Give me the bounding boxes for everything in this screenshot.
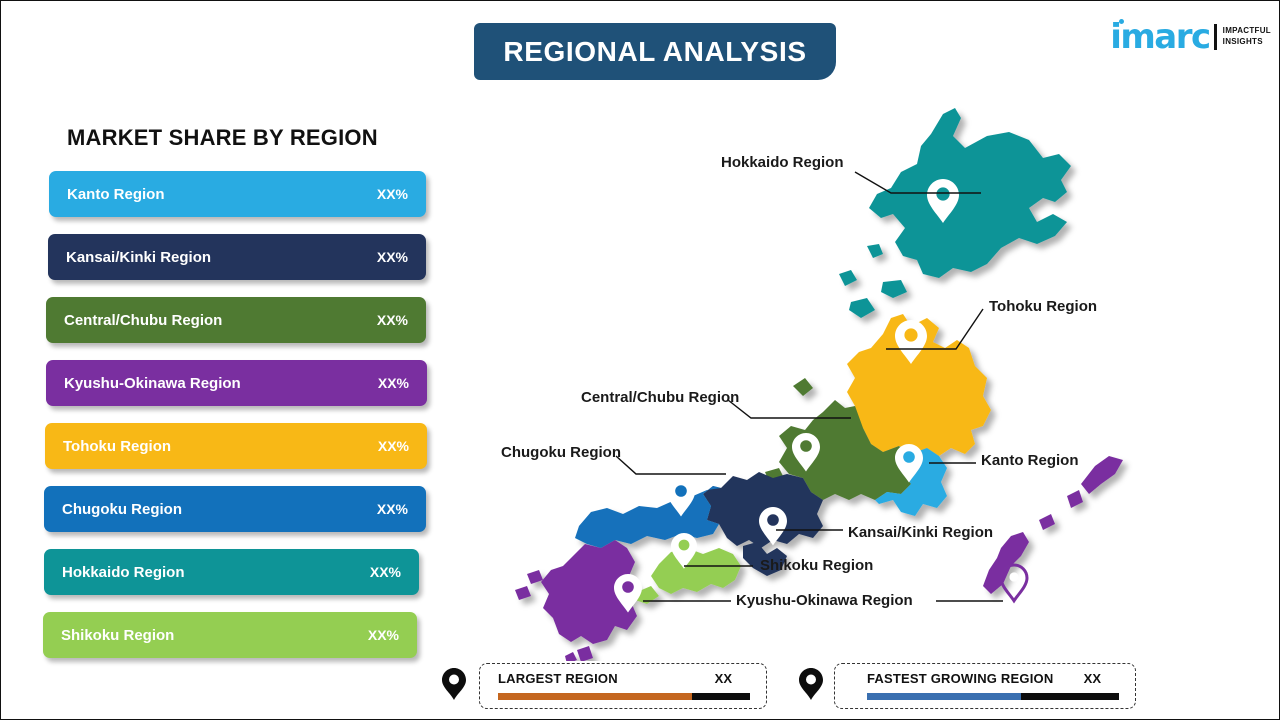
map-label: Tohoku Region <box>989 298 1098 315</box>
leader-tohoku <box>886 308 984 350</box>
leader-chugoku <box>615 455 726 475</box>
fastest-region-pin-icon <box>799 668 823 700</box>
fastest-region-label: FASTEST GROWING REGION <box>867 671 1054 686</box>
pin-kanto-icon[interactable] <box>895 444 923 483</box>
legend-bar-value: XX% <box>376 312 408 328</box>
legend-bar[interactable]: Kansai/Kinki Region XX% <box>48 234 426 280</box>
region-hokkaido-isles <box>839 244 907 318</box>
japan-map-svg <box>515 108 1123 661</box>
region-chubu[interactable] <box>779 400 911 500</box>
region-kyushu[interactable] <box>541 540 639 644</box>
largest-region-box: LARGEST REGION XX <box>479 663 767 709</box>
map-label: Chugoku Region <box>501 444 621 461</box>
leader-chubu <box>727 399 851 419</box>
legend-bar-label: Shikoku Region <box>61 626 175 644</box>
legend-bar-label: Central/Chubu Region <box>64 311 223 329</box>
legend-bar[interactable]: Central/Chubu Region XX% <box>46 297 426 343</box>
legend-bar-label: Kansai/Kinki Region <box>66 248 212 266</box>
region-chubu-extra <box>765 378 813 486</box>
largest-region-fill <box>498 693 693 700</box>
legend-bar-label: Kanto Region <box>67 185 165 203</box>
legend-bar-value: XX% <box>369 564 401 580</box>
imarc-logo: imarc IMPACTFUL INSIGHTS <box>1110 17 1271 57</box>
legend-bar-label: Tohoku Region <box>63 437 172 455</box>
legend-bar[interactable]: Tohoku Region XX% <box>45 423 427 469</box>
page-title-banner: REGIONAL ANALYSIS <box>474 23 836 80</box>
logo-wordmark: imarc <box>1110 17 1211 57</box>
logo-tagline: IMPACTFUL INSIGHTS <box>1223 26 1271 48</box>
region-okinawa[interactable] <box>983 456 1123 594</box>
legend-bar-value: XX% <box>367 627 399 643</box>
legend-bar-label: Hokkaido Region <box>62 563 185 581</box>
fastest-region-box: FASTEST GROWING REGION XX <box>834 663 1136 709</box>
legend-bar-value: XX% <box>376 249 408 265</box>
legend-bar[interactable]: Kyushu-Okinawa Region XX% <box>46 360 427 406</box>
market-share-heading: MARKET SHARE BY REGION <box>67 125 378 150</box>
pin-hokkaido-icon[interactable] <box>927 179 959 223</box>
map-label: Hokkaido Region <box>721 154 844 171</box>
map-label: Kanto Region <box>981 452 1079 469</box>
logo-dot-icon <box>1119 19 1125 24</box>
legend-bar-value: XX% <box>376 501 408 517</box>
logo-divider <box>1213 24 1217 50</box>
largest-region-label: LARGEST REGION <box>498 671 618 686</box>
region-kyushu-isles <box>515 570 593 661</box>
pin-kansai-icon[interactable] <box>759 507 787 546</box>
region-kansai-south <box>743 542 787 576</box>
region-kansai[interactable] <box>703 472 823 548</box>
legend-bar[interactable]: Shikoku Region XX% <box>43 612 417 658</box>
legend-bar[interactable]: Chugoku Region XX% <box>44 486 426 532</box>
legend-bar-label: Chugoku Region <box>62 500 182 518</box>
map-label: Kansai/Kinki Region <box>848 524 994 541</box>
map-label: Central/Chubu Region <box>581 389 740 406</box>
pin-chubu-icon[interactable] <box>792 433 820 472</box>
japan-map: Hokkaido Region Tohoku Region Central/Chub… <box>431 96 1261 661</box>
market-share-legend-list: Kanto Region XX% Kansai/Kinki Region XX% Cen… <box>1 171 441 675</box>
region-chugoku[interactable] <box>575 486 721 548</box>
largest-region-value: XX <box>714 671 732 686</box>
page-title: REGIONAL ANALYSIS <box>503 35 807 67</box>
pin-tohoku-icon[interactable] <box>895 320 927 364</box>
leader-hokkaido <box>854 171 981 194</box>
region-shikoku[interactable] <box>651 548 741 594</box>
largest-region-track <box>498 693 750 700</box>
pin-chugoku-icon[interactable] <box>667 478 695 517</box>
pin-okinawa-icon[interactable] <box>999 563 1029 604</box>
logo-tagline-line2: INSIGHTS <box>1222 37 1263 46</box>
legend-bar-value: XX% <box>377 438 409 454</box>
largest-region-pin-icon <box>442 668 466 700</box>
legend-bar[interactable]: Kanto Region XX% <box>49 171 426 217</box>
legend-bar-label: Kyushu-Okinawa Region <box>64 374 241 392</box>
map-pin-group <box>614 179 1029 613</box>
legend-bar-value: XX% <box>376 186 408 202</box>
logo-tagline-line1: IMPACTFUL <box>1222 26 1271 36</box>
fastest-region-track <box>867 693 1119 700</box>
leader-lines <box>615 171 1003 602</box>
fastest-region-value: XX <box>1083 671 1101 686</box>
pin-kyushu-icon[interactable] <box>614 574 642 613</box>
fastest-region-fill <box>867 693 1021 700</box>
map-label: Kyushu-Okinawa Region <box>736 592 913 609</box>
map-label: Shikoku Region <box>760 557 874 574</box>
pin-shikoku-icon[interactable] <box>671 533 697 569</box>
legend-bar[interactable]: Hokkaido Region XX% <box>44 549 419 595</box>
legend-bar-value: XX% <box>377 375 409 391</box>
